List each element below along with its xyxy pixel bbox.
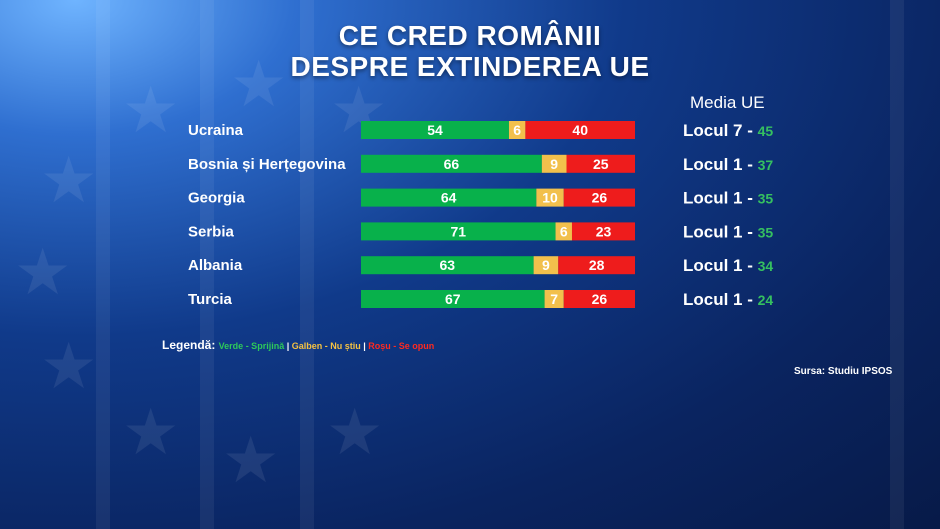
media-ue-value: 35 [758, 224, 774, 240]
legend-title: Legendă: [162, 338, 219, 352]
bar-segment-support [361, 222, 556, 241]
background-stripe [96, 0, 110, 529]
bar-segment-unsure [555, 222, 572, 241]
data-label: 71 [450, 223, 466, 239]
title-line-1: CE CRED ROMÂNII [338, 20, 602, 51]
chart-title: CE CRED ROMÂNII DESPRE EXTINDEREA UE [0, 20, 940, 82]
star-icon: ★ [222, 424, 280, 496]
data-label: 7 [550, 291, 558, 307]
media-ue-value: 35 [758, 191, 774, 207]
legend-separator: | [360, 341, 369, 351]
data-label: 10 [542, 190, 558, 206]
data-label: 28 [589, 257, 605, 273]
media-ue-rank: Locul 7 - 45 [683, 121, 773, 140]
star-icon: ★ [40, 144, 98, 216]
data-label: 6 [560, 223, 568, 239]
background-stripe [300, 0, 314, 529]
media-ue-value: 34 [758, 258, 774, 274]
bar-segment-support [361, 188, 537, 207]
bar-segment-oppose [525, 121, 635, 139]
media-ue-rank: Locul 1 - 34 [683, 256, 773, 275]
data-label: 40 [572, 122, 588, 138]
legend-yellow: Galben - Nu știu [291, 341, 361, 351]
bar-segment-oppose [558, 256, 635, 275]
bar-segment-support [361, 256, 534, 275]
media-ue-value: 24 [758, 292, 774, 308]
category-label: Ucraina [188, 122, 244, 139]
media-ue-rank: Locul 1 - 35 [683, 189, 773, 208]
category-label: Albania [188, 257, 243, 274]
data-label: 9 [550, 156, 558, 172]
media-ue-rank: Locul 1 - 24 [683, 290, 773, 309]
legend: Legendă: Verde - Sprijină | Galben - Nu … [162, 338, 434, 352]
category-label: Georgia [188, 190, 245, 207]
star-icon: ★ [326, 396, 384, 468]
legend-green: Verde - Sprijină [218, 341, 285, 351]
data-label: 54 [427, 122, 443, 138]
category-label: Bosnia și Herțegovina [188, 156, 346, 173]
background-stripe [890, 0, 904, 529]
bar-segment-unsure [541, 154, 567, 173]
star-icon: ★ [122, 396, 180, 468]
media-ue-rank: Locul 1 - 37 [683, 155, 773, 174]
data-label: 64 [441, 190, 457, 206]
category-label: Serbia [188, 223, 235, 240]
star-icon: ★ [122, 74, 180, 146]
data-label: 6 [513, 122, 521, 138]
data-label: 26 [592, 291, 608, 307]
bar-segment-oppose [571, 222, 635, 241]
data-label: 63 [440, 257, 456, 273]
data-label: 26 [592, 190, 608, 206]
data-label: 66 [444, 156, 460, 172]
data-label: 67 [445, 291, 461, 307]
legend-red: Roșu - Se opun [368, 341, 435, 351]
background-stripe [200, 0, 214, 529]
source-note: Sursa: Studiu IPSOS [794, 366, 893, 377]
bar-segment-support [361, 154, 542, 173]
bar-segment-support [361, 121, 509, 139]
data-label: 25 [593, 156, 609, 172]
legend-separator: | [284, 341, 292, 351]
bar-segment-support [361, 290, 545, 308]
bar-segment-unsure [533, 256, 559, 275]
media-ue-value: 37 [758, 157, 774, 173]
data-label: 23 [596, 223, 612, 239]
bar-segment-oppose [566, 154, 635, 173]
bar-segment-unsure [508, 121, 526, 139]
media-ue-value: 45 [758, 123, 774, 139]
bar-segment-unsure [536, 188, 564, 207]
bar-segment-oppose [563, 188, 635, 207]
star-icon: ★ [230, 48, 288, 120]
star-icon: ★ [14, 236, 72, 308]
media-ue-header: Media UE [690, 93, 765, 112]
star-icon: ★ [40, 330, 98, 402]
data-label: 9 [542, 257, 550, 273]
media-ue-rank: Locul 1 - 35 [683, 222, 773, 241]
title-line-2: DESPRE EXTINDEREA UE [290, 51, 650, 82]
bar-segment-unsure [544, 290, 564, 308]
bar-segment-oppose [563, 290, 635, 308]
category-label: Turcia [188, 291, 233, 308]
